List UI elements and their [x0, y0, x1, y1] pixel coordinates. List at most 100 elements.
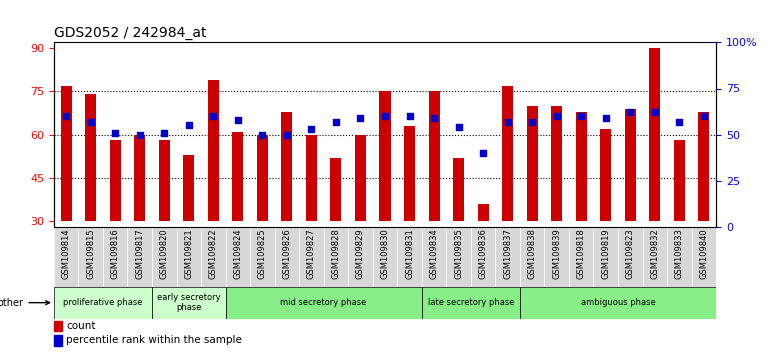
Bar [502, 86, 513, 221]
Point [232, 117, 244, 122]
FancyBboxPatch shape [176, 227, 201, 287]
Text: GSM109818: GSM109818 [577, 228, 586, 279]
Text: GSM109817: GSM109817 [136, 228, 144, 279]
Point [526, 119, 538, 125]
Point [133, 132, 146, 137]
Text: GSM109830: GSM109830 [380, 228, 390, 279]
Point [551, 113, 563, 119]
Text: GSM109831: GSM109831 [405, 228, 414, 279]
Text: GSM109822: GSM109822 [209, 228, 218, 279]
FancyBboxPatch shape [594, 227, 618, 287]
Bar [85, 94, 96, 221]
Text: GSM109839: GSM109839 [552, 228, 561, 279]
FancyBboxPatch shape [447, 227, 470, 287]
Bar [674, 140, 685, 221]
Text: GDS2052 / 242984_at: GDS2052 / 242984_at [54, 26, 206, 40]
Bar [355, 135, 366, 221]
FancyBboxPatch shape [667, 227, 691, 287]
Point [330, 119, 342, 125]
FancyBboxPatch shape [422, 227, 447, 287]
Text: early secretory
phase: early secretory phase [157, 293, 221, 312]
Point [60, 113, 72, 119]
Text: GSM109823: GSM109823 [626, 228, 634, 279]
Bar [551, 106, 562, 221]
Bar [380, 91, 390, 221]
Point [673, 119, 685, 125]
Text: other: other [0, 298, 49, 308]
FancyBboxPatch shape [397, 227, 422, 287]
Text: ambiguous phase: ambiguous phase [581, 298, 655, 307]
FancyBboxPatch shape [103, 227, 128, 287]
Text: GSM109836: GSM109836 [479, 228, 487, 279]
Text: GSM109821: GSM109821 [184, 228, 193, 279]
FancyBboxPatch shape [300, 227, 323, 287]
Bar [134, 135, 146, 221]
FancyBboxPatch shape [79, 227, 103, 287]
FancyBboxPatch shape [54, 227, 79, 287]
Bar [527, 106, 537, 221]
Point [379, 113, 391, 119]
Bar [306, 135, 317, 221]
FancyBboxPatch shape [520, 227, 544, 287]
Bar [183, 155, 194, 221]
Text: GSM109815: GSM109815 [86, 228, 95, 279]
Bar [698, 112, 709, 221]
FancyBboxPatch shape [691, 227, 716, 287]
Bar [477, 204, 489, 221]
Text: GSM109820: GSM109820 [159, 228, 169, 279]
FancyBboxPatch shape [250, 227, 275, 287]
FancyBboxPatch shape [544, 227, 569, 287]
Point [501, 119, 514, 125]
Bar [54, 335, 62, 346]
Bar [576, 112, 587, 221]
Text: GSM109827: GSM109827 [307, 228, 316, 279]
Point [182, 122, 195, 128]
FancyBboxPatch shape [275, 227, 300, 287]
Bar [600, 129, 611, 221]
Point [305, 126, 317, 132]
FancyBboxPatch shape [373, 227, 397, 287]
Point [158, 130, 170, 136]
Point [453, 124, 465, 130]
Point [354, 115, 367, 121]
FancyBboxPatch shape [128, 227, 152, 287]
Text: GSM109832: GSM109832 [651, 228, 659, 279]
Text: GSM109833: GSM109833 [675, 228, 684, 279]
Point [575, 113, 588, 119]
Point [256, 132, 269, 137]
Bar [330, 158, 341, 221]
Text: count: count [66, 321, 96, 331]
Text: GSM109819: GSM109819 [601, 228, 611, 279]
FancyBboxPatch shape [152, 227, 176, 287]
FancyBboxPatch shape [495, 227, 520, 287]
Bar [404, 126, 415, 221]
Text: GSM109837: GSM109837 [503, 228, 512, 279]
FancyBboxPatch shape [470, 227, 495, 287]
Bar [649, 48, 661, 221]
FancyBboxPatch shape [569, 227, 594, 287]
Text: proliferative phase: proliferative phase [63, 298, 142, 307]
Text: GSM109829: GSM109829 [356, 228, 365, 279]
Text: late secretory phase: late secretory phase [427, 298, 514, 307]
FancyBboxPatch shape [226, 287, 422, 319]
FancyBboxPatch shape [201, 227, 226, 287]
FancyBboxPatch shape [323, 227, 348, 287]
Bar [281, 112, 293, 221]
FancyBboxPatch shape [226, 227, 250, 287]
FancyBboxPatch shape [54, 287, 152, 319]
Point [600, 115, 612, 121]
Point [477, 150, 489, 156]
FancyBboxPatch shape [520, 287, 716, 319]
FancyBboxPatch shape [152, 287, 226, 319]
Bar [159, 140, 169, 221]
FancyBboxPatch shape [422, 287, 520, 319]
Text: mid secretory phase: mid secretory phase [280, 298, 367, 307]
Point [109, 130, 122, 136]
Bar [233, 132, 243, 221]
Text: GSM109834: GSM109834 [430, 228, 439, 279]
Bar [429, 91, 440, 221]
Bar [257, 135, 268, 221]
Bar [624, 109, 636, 221]
Text: GSM109816: GSM109816 [111, 228, 119, 279]
Bar [54, 321, 62, 331]
